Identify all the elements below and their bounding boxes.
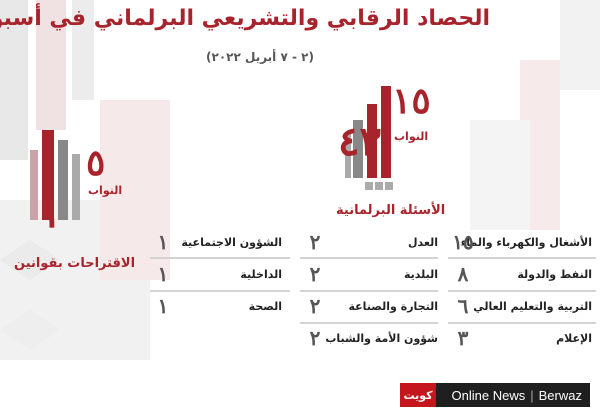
ministry-label: الداخلية [240,268,282,281]
brand-name-1: Online News [451,387,526,403]
questions-total: ٤٣ [338,118,381,165]
row-divider [150,257,290,259]
brand-logo[interactable]: كويت [400,383,436,407]
proposals-total: ١ [40,190,62,237]
question-count: ٦ [457,294,469,318]
ministry-label: النفط والدولة [517,268,592,281]
proposals-mps-count: ٥ [86,142,106,184]
question-count: ١ [157,262,169,286]
ministry-label: شؤون الأمة والشباب [325,332,438,345]
date-range: (٢ - ٧ أبريل ٢٠٢٢) [206,50,314,64]
question-count: ٨ [457,262,469,286]
questions-bars-icon [345,86,393,190]
question-count: ١ [157,230,169,254]
row-divider [300,322,438,324]
proposals-bars-icon [30,130,80,220]
page-title: الحصاد الرقابي والتشريعي البرلماني في أس… [0,6,490,31]
question-count: ١ [157,294,169,318]
row-divider [448,257,596,259]
questions-caption: الأسئلة البرلمانية [336,203,446,218]
question-count: ٢ [309,326,321,350]
question-count: ٢ [309,230,321,254]
row-divider [300,290,438,292]
ministry-label: التجارة والصناعة [348,300,439,313]
question-count: ٢ [309,294,321,318]
row-divider [300,257,438,259]
question-count: ١٥ [452,230,474,254]
ministry-label: الصحة [248,300,282,313]
brand-separator: | [530,387,534,403]
proposals-mps-label: النواب [88,184,123,197]
row-divider [448,290,596,292]
ministry-label: التربية والتعليم العالي [473,300,592,313]
questions-mps-count: ١٥ [392,80,431,122]
row-divider [448,322,596,324]
question-count: ٢ [309,262,321,286]
proposals-caption: الاقتراحات بقوانين [14,256,136,271]
ministry-label: العدل [407,236,438,249]
questions-mps-label: النواب [394,130,429,143]
ministry-label: البلدية [403,268,438,281]
brand-name-2: Berwaz [538,387,582,403]
ministry-label: الإعلام [556,332,592,345]
question-count: ٣ [457,326,469,350]
ministry-label: الأشغال والكهرباء والماء [460,236,592,249]
ministry-label: الشؤون الاجتماعية [181,236,282,249]
row-divider [150,290,290,292]
